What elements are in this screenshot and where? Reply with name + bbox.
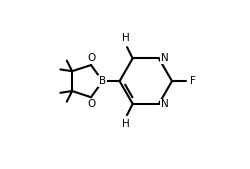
Text: N: N bbox=[160, 53, 168, 63]
Text: O: O bbox=[87, 53, 96, 63]
Text: O: O bbox=[87, 99, 96, 109]
Text: B: B bbox=[99, 76, 106, 86]
Text: N: N bbox=[160, 99, 168, 109]
Text: F: F bbox=[189, 76, 195, 86]
Text: H: H bbox=[122, 119, 130, 129]
Text: H: H bbox=[122, 33, 130, 43]
